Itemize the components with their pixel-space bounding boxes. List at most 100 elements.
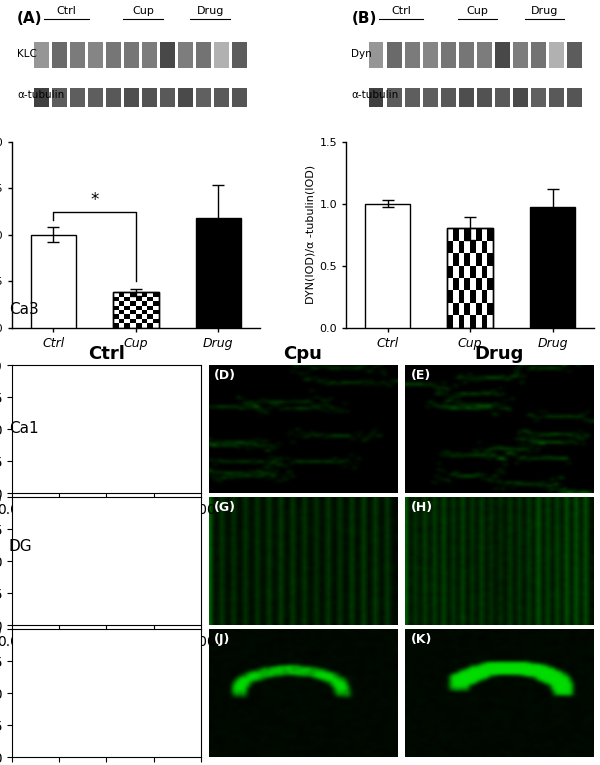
Bar [52, 88, 67, 107]
Text: *: * [91, 190, 99, 209]
Bar [113, 314, 119, 319]
Bar [482, 241, 487, 253]
Bar [549, 42, 563, 69]
Bar [142, 292, 147, 297]
Bar [130, 319, 136, 324]
Text: (I): (I) [17, 633, 34, 646]
Bar [404, 88, 419, 107]
Bar [482, 265, 487, 278]
Bar [124, 314, 130, 319]
Bar [459, 291, 464, 303]
Text: Ctrl: Ctrl [88, 344, 125, 363]
Bar [470, 315, 476, 327]
Bar [196, 88, 211, 107]
Y-axis label: DYN(IOD)/α -tubulin(IOD): DYN(IOD)/α -tubulin(IOD) [305, 165, 316, 304]
Bar [365, 203, 410, 327]
Text: (G): (G) [214, 501, 236, 514]
Bar [386, 42, 401, 69]
Bar [130, 301, 136, 305]
Bar [459, 265, 464, 278]
Bar [386, 88, 401, 107]
Text: α-tubulin: α-tubulin [17, 90, 64, 100]
Bar [232, 42, 247, 69]
Bar [142, 42, 157, 69]
Text: DG: DG [9, 539, 32, 555]
Bar [147, 305, 153, 310]
Text: Ca1: Ca1 [9, 421, 38, 436]
Bar [513, 42, 527, 69]
Bar [404, 42, 419, 69]
Bar [88, 42, 103, 69]
Bar [153, 292, 158, 297]
Bar [470, 265, 476, 278]
Bar [476, 253, 482, 265]
Bar [113, 297, 119, 301]
Bar [440, 42, 455, 69]
Bar [160, 88, 175, 107]
Text: (K): (K) [411, 633, 432, 646]
Bar [70, 88, 85, 107]
Bar [470, 241, 476, 253]
Bar [214, 88, 229, 107]
Bar [178, 88, 193, 107]
Bar [153, 319, 158, 324]
Bar [368, 42, 383, 69]
Bar [136, 297, 142, 301]
Bar [531, 88, 545, 107]
Bar [482, 315, 487, 327]
Bar [88, 88, 103, 107]
Text: Cpu: Cpu [284, 344, 322, 363]
Bar [448, 291, 453, 303]
Bar [113, 324, 119, 327]
Bar [124, 42, 139, 69]
Bar [464, 253, 470, 265]
Bar [459, 315, 464, 327]
Bar [153, 310, 158, 314]
Bar [470, 291, 476, 303]
Bar [448, 265, 453, 278]
Bar [531, 42, 545, 69]
Bar [487, 278, 493, 291]
Text: (B): (B) [351, 11, 377, 26]
Bar [70, 42, 85, 69]
Bar [453, 229, 459, 241]
Bar [136, 324, 142, 327]
Text: Drug: Drug [531, 6, 558, 16]
Bar [130, 292, 136, 297]
Bar [196, 218, 241, 327]
Bar [487, 303, 493, 315]
Bar [119, 292, 124, 297]
Bar [567, 42, 581, 69]
Bar [459, 241, 464, 253]
Text: (J): (J) [214, 633, 230, 646]
Bar [124, 88, 139, 107]
Text: Drug: Drug [475, 344, 524, 363]
Bar [458, 42, 473, 69]
Bar [448, 315, 453, 327]
Text: (A): (A) [17, 11, 43, 26]
Text: Drug: Drug [196, 6, 224, 16]
Text: (D): (D) [214, 369, 236, 382]
Text: (F): (F) [17, 501, 38, 514]
Bar [124, 297, 130, 301]
Bar [142, 301, 147, 305]
Bar [476, 303, 482, 315]
Bar [440, 88, 455, 107]
Bar [52, 42, 67, 69]
Text: Cup: Cup [133, 6, 154, 16]
Bar [458, 88, 473, 107]
Bar [549, 88, 563, 107]
Text: (C): (C) [17, 369, 38, 382]
Bar [422, 42, 437, 69]
Text: α-tubulin: α-tubulin [351, 90, 398, 100]
Bar [495, 42, 509, 69]
Bar [453, 253, 459, 265]
Bar [142, 319, 147, 324]
Bar [130, 310, 136, 314]
Bar [113, 305, 119, 310]
Bar [448, 241, 453, 253]
Text: Dyn: Dyn [351, 49, 372, 59]
Text: (H): (H) [411, 501, 433, 514]
Bar [119, 301, 124, 305]
Bar [124, 305, 130, 310]
